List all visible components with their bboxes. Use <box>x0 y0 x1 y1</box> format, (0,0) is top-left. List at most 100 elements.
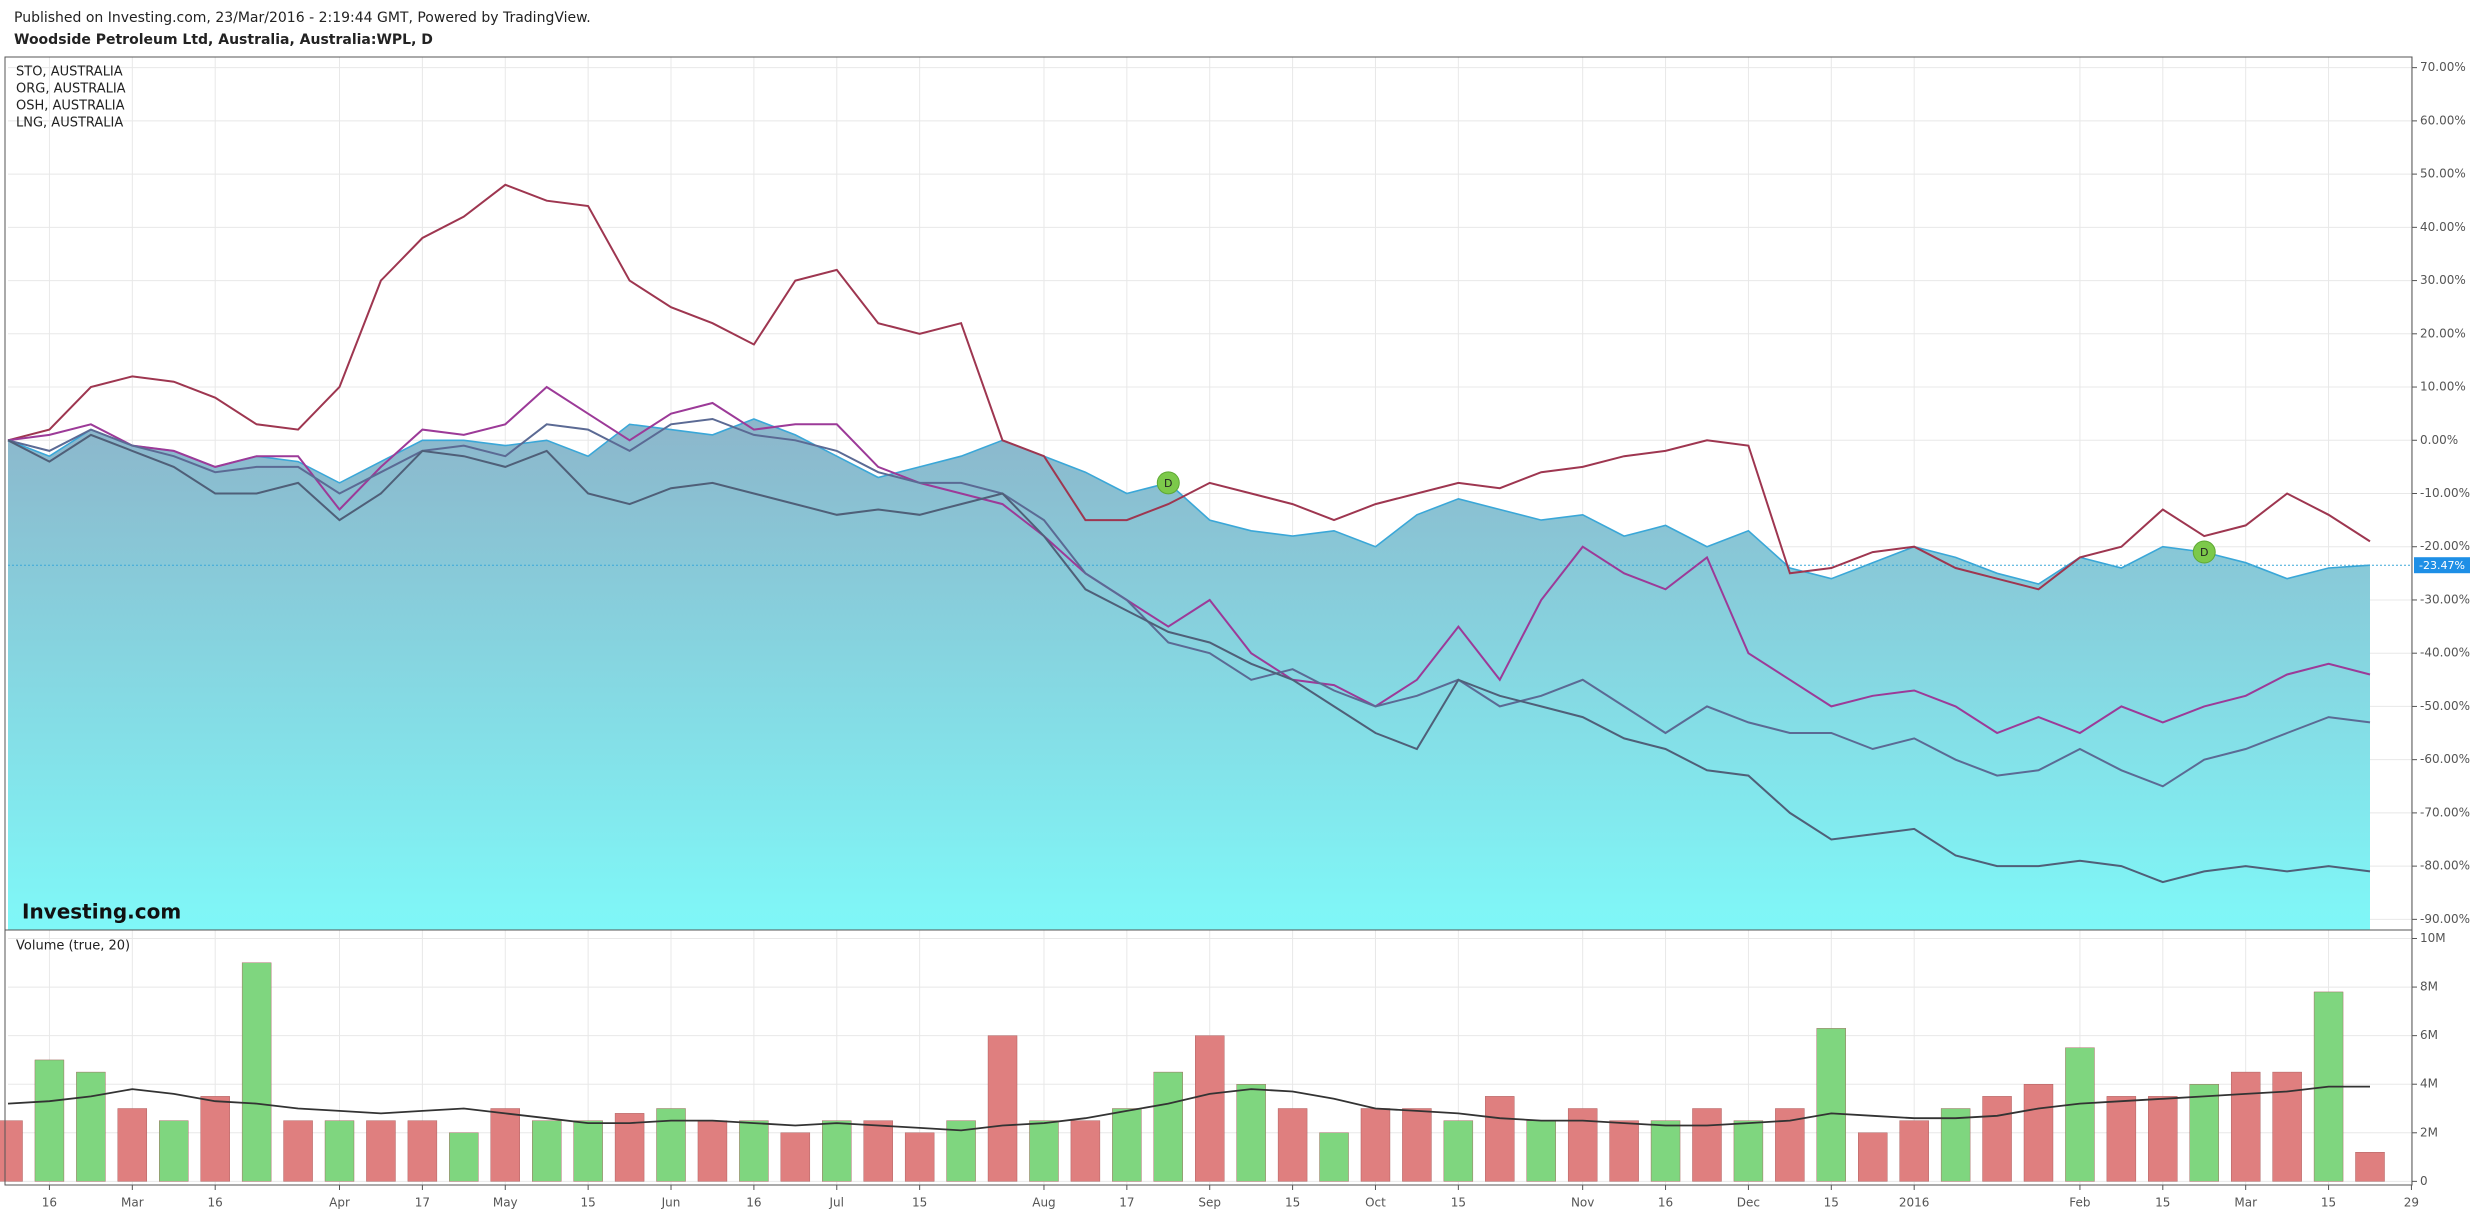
volume-bar <box>697 1120 728 1182</box>
volume-bar <box>2189 1084 2219 1182</box>
x-tick-label: Dec <box>1737 1196 1760 1210</box>
volume-bar <box>283 1120 313 1182</box>
volume-bar <box>1029 1120 1059 1182</box>
y-tick-label: -80.00% <box>2420 859 2470 873</box>
watermark: Investing.com <box>22 900 181 924</box>
volume-bar <box>987 1035 1018 1182</box>
volume-bar <box>614 1113 645 1182</box>
volume-bar <box>1402 1108 1432 1182</box>
series-line <box>7 417 2371 788</box>
dividend-label: D <box>1164 477 1172 490</box>
y-tick-label: -50.00% <box>2420 699 2470 713</box>
y-tick-label: -40.00% <box>2420 646 2470 660</box>
x-tick-label: 29 <box>2404 1196 2419 1210</box>
series-line <box>7 385 2371 735</box>
volume-bar <box>1609 1120 1639 1182</box>
x-tick-label: May <box>493 1196 518 1210</box>
volume-bar <box>2023 1084 2054 1182</box>
y-tick-label: 30.00% <box>2420 273 2466 287</box>
y-tick-label: 0 <box>2420 1174 2428 1188</box>
x-tick-label: Jun <box>661 1196 681 1210</box>
volume-bar <box>1858 1132 1888 1182</box>
legend-entry: ORG, AUSTRALIA <box>16 82 126 97</box>
volume-bar <box>117 1108 148 1182</box>
last-value-label: -23.47% <box>2419 559 2465 572</box>
volume-pane: 0 2M 4M 6M 8M 10M Volume (true, 20) 16 Mar 16 Apr 1… <box>0 930 2446 1210</box>
x-tick-label: Oct <box>1365 1196 1386 1210</box>
last-value-box <box>2414 557 2470 574</box>
volume-bar <box>1899 1120 1929 1182</box>
volume-bar <box>1443 1120 1474 1182</box>
area <box>8 419 2370 930</box>
x-tick-label: Aug <box>1032 1196 1055 1210</box>
published-note: Published on Investing.com, 23/Mar/2016 … <box>14 10 591 26</box>
volume-bar <box>1733 1120 1764 1182</box>
dividend-marker <box>2192 540 2216 564</box>
volume-bar <box>656 1108 686 1182</box>
volume-bar <box>407 1120 438 1182</box>
x-tick-label: 15 <box>1451 1196 1466 1210</box>
x-tick-label: 15 <box>580 1196 595 1210</box>
volume-bar <box>366 1120 396 1182</box>
legend-entry: LNG, AUSTRALIA <box>16 116 123 131</box>
y-tick-label: 2M <box>2420 1125 2438 1139</box>
volume-title: Volume (true, 20) <box>16 939 130 954</box>
volume-bar <box>1319 1132 1349 1182</box>
volume-bar <box>1650 1120 1681 1182</box>
volume-average <box>7 1085 2370 1132</box>
volume-bar <box>1526 1120 1556 1182</box>
y-tick-label: -30.00% <box>2420 592 2470 606</box>
x-tick-label: Jul <box>829 1196 844 1210</box>
volume-bar <box>1277 1108 1308 1182</box>
volume-bar <box>490 1108 520 1182</box>
volume-bar <box>1567 1108 1598 1182</box>
x-tick-label: Apr <box>329 1196 350 1210</box>
x-tick-label: 16 <box>42 1196 57 1210</box>
y-tick-label: -70.00% <box>2420 805 2470 819</box>
volume-bar <box>0 1120 23 1182</box>
volume-bar <box>2230 1071 2261 1182</box>
volume-bar <box>780 1132 811 1182</box>
y-tick-label: -60.00% <box>2420 752 2470 766</box>
series-line <box>7 183 2371 591</box>
volume-bar <box>1816 1028 1847 1182</box>
volume-bar <box>76 1071 106 1182</box>
y-tick-label: -10.00% <box>2420 486 2470 500</box>
volume-bar <box>2272 1071 2302 1182</box>
x-tick-label: 16 <box>208 1196 223 1210</box>
volume-bar <box>1236 1084 1266 1182</box>
y-tick-label: 60.00% <box>2420 113 2466 127</box>
volume-bar <box>241 962 272 1182</box>
x-tick-label: Nov <box>1571 1196 1594 1210</box>
x-tick-label: 15 <box>1285 1196 1300 1210</box>
x-tick-label: Mar <box>121 1196 144 1210</box>
x-tick-label: 17 <box>415 1196 430 1210</box>
y-tick-label: 6M <box>2420 1028 2438 1042</box>
volume-bar <box>324 1120 355 1182</box>
y-tick-label: -20.00% <box>2420 539 2470 553</box>
legend-entry: STO, AUSTRALIA <box>16 65 123 80</box>
y-tick-label: 0.00% <box>2420 433 2458 447</box>
volume-bar <box>904 1132 935 1182</box>
volume-bar <box>1940 1108 1971 1182</box>
volume-bar <box>573 1120 603 1182</box>
volume-bar <box>822 1120 852 1182</box>
y-tick-label: 70.00% <box>2420 60 2466 74</box>
volume-bar <box>739 1120 769 1182</box>
volume-bar <box>531 1120 562 1182</box>
volume-bar <box>1153 1071 1183 1182</box>
series-line <box>7 433 2371 884</box>
x-tick-label: Mar <box>2234 1196 2257 1210</box>
y-tick-label: 20.00% <box>2420 326 2466 340</box>
volume-bar <box>200 1096 230 1182</box>
volume-bar <box>449 1132 479 1182</box>
y-tick-label: 10M <box>2420 931 2446 945</box>
dividend-marker <box>1156 471 1180 495</box>
volume-bar <box>1692 1108 1722 1182</box>
volume-bar <box>2355 1152 2385 1182</box>
volume-bar <box>1360 1108 1391 1182</box>
volume-frame <box>4 929 2413 1186</box>
x-tick-label: 16 <box>746 1196 761 1210</box>
chart-title: Woodside Petroleum Ltd, Australia, Austr… <box>14 32 433 48</box>
